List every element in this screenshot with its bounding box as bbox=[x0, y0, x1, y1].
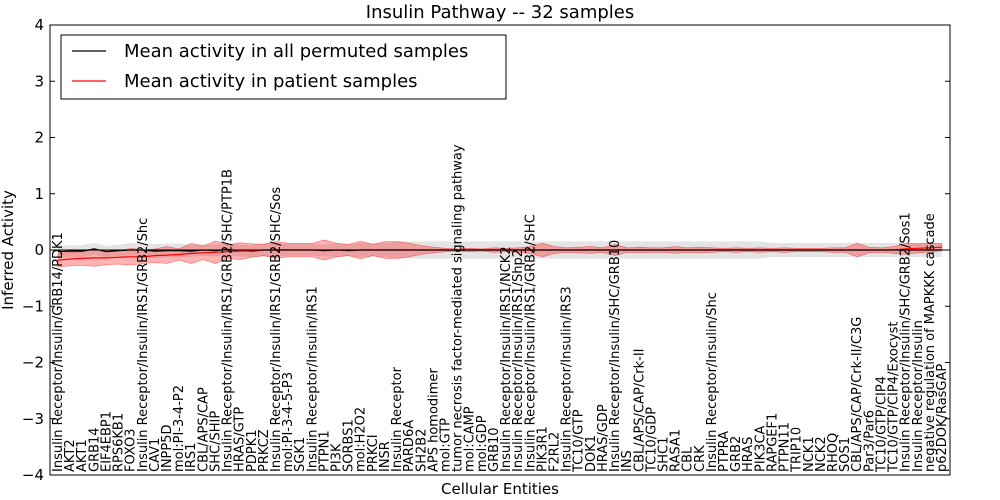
category-label: SOS1 bbox=[838, 437, 853, 472]
category-label: RHOQ bbox=[826, 433, 841, 472]
category-label: RPS6KB1 bbox=[112, 413, 127, 472]
category-label: RAPGEF1 bbox=[766, 413, 781, 472]
category-label: CBL/APS/CAP/Crk-II/C3G bbox=[850, 317, 865, 472]
category-label: Insulin Receptor/Insulin/SHC/GRB2/Sos1 bbox=[899, 212, 914, 472]
category-label: mol:GDP bbox=[475, 415, 490, 472]
category-label: Insulin Receptor/Insulin/GRB14/PDK1 bbox=[51, 232, 66, 472]
category-label: Insulin Receptor/Insulin/IRS1/GRB2/SHC/P… bbox=[221, 169, 236, 472]
category-label: HRAS/GTP bbox=[233, 407, 248, 472]
category-label: Insulin Receptor bbox=[390, 366, 405, 472]
category-label: SH2B2 bbox=[414, 429, 429, 473]
category-label: PIK3CA bbox=[753, 425, 768, 472]
category-label: EIF4EBP1 bbox=[99, 411, 114, 472]
category-label: TC10/GTP/CIP4 bbox=[875, 376, 890, 473]
category-label: PARD6A bbox=[402, 420, 417, 472]
legend-box bbox=[60, 34, 507, 100]
category-label: HRAS/GDP bbox=[596, 404, 611, 472]
category-label: Insulin Receptor/Insulin/SHC/GRB10 bbox=[608, 240, 623, 472]
category-label: Insulin Receptor/Insulin/IRS1/NCK2 bbox=[499, 246, 514, 472]
category-label: Insulin Receptor/Insulin/IRS1 bbox=[305, 286, 320, 472]
category-label: p62DOK/RasGAP bbox=[935, 364, 950, 472]
category-label: Insulin Receptor/Insulin/IRS3 bbox=[560, 286, 575, 472]
category-label: TC10/GDP bbox=[644, 407, 659, 473]
legend-label-patient: Mean activity in patient samples bbox=[124, 71, 418, 92]
category-label: Insulin Receptor/Insulin/Shc bbox=[705, 292, 720, 472]
y-axis: −4 −3 −2 −1 0 1 2 3 4 bbox=[22, 16, 950, 484]
category-label: RASA1 bbox=[669, 429, 684, 472]
category-label: NCK1 bbox=[802, 436, 817, 472]
category-label: SORBS1 bbox=[342, 419, 357, 472]
category-label: mol:PI-3-4-5-P3 bbox=[281, 372, 296, 472]
category-label: SHC1 bbox=[657, 437, 672, 472]
category-label: PTPRA bbox=[717, 431, 732, 472]
category-label: NCK2 bbox=[814, 436, 829, 472]
y-tick-label: −3 bbox=[22, 410, 44, 428]
category-label: FOXO3 bbox=[124, 429, 139, 472]
x-axis-label: Cellular Entities bbox=[441, 480, 559, 498]
chart-title: Insulin Pathway -- 32 samples bbox=[366, 2, 634, 23]
category-label: TC10/GTP/CIP4/Exocyst bbox=[887, 321, 902, 473]
category-label: TRIP10 bbox=[790, 427, 805, 473]
category-label: Par3/Par6 bbox=[862, 410, 877, 472]
category-label: GRB10 bbox=[487, 427, 502, 472]
category-label: CBL bbox=[681, 446, 696, 472]
category-label: mol:CAMP bbox=[463, 406, 478, 472]
category-label: CBL/APS/CAP bbox=[196, 387, 211, 472]
y-tick-label: −4 bbox=[22, 466, 44, 484]
category-labels: Insulin Receptor/Insulin/GRB14/PDK1AKT2A… bbox=[51, 144, 950, 473]
category-label: INS bbox=[620, 450, 635, 472]
y-tick-label: 4 bbox=[34, 16, 44, 34]
category-label: HRAS bbox=[741, 437, 756, 472]
category-label: Insulin Receptor/Insulin bbox=[911, 320, 926, 472]
category-label: AKT1 bbox=[75, 439, 90, 472]
category-label: tumor necrosis factor-mediated signaling… bbox=[451, 144, 466, 472]
category-label: IRS1 bbox=[184, 443, 199, 472]
category-label: INSR bbox=[378, 441, 393, 472]
category-label: DOK1 bbox=[584, 435, 599, 472]
category-label: PI3K bbox=[330, 443, 345, 472]
category-label: F2RL2 bbox=[548, 432, 563, 472]
category-label: SGK1 bbox=[293, 437, 308, 472]
y-tick-label: −2 bbox=[22, 354, 44, 372]
y-tick-label: −1 bbox=[22, 297, 44, 315]
category-label: SHC/SHIP bbox=[208, 411, 223, 472]
legend-label-permuted: Mean activity in all permuted samples bbox=[124, 41, 468, 62]
category-label: mol:GTP bbox=[439, 418, 454, 472]
y-tick-label: 3 bbox=[34, 72, 44, 90]
y-tick-label: 0 bbox=[34, 241, 44, 259]
category-label: GRB2 bbox=[729, 436, 744, 472]
category-label: CBL/APS/CAP/Crk-II bbox=[632, 349, 647, 472]
category-label: INPP5D bbox=[160, 424, 175, 472]
category-label: PDPK1 bbox=[245, 430, 260, 473]
category-label: PRKCZ bbox=[257, 429, 272, 472]
category-label: mol:H2O2 bbox=[354, 407, 369, 472]
category-label: Insulin Receptor/Insulin/IRS1/GRB2/SHC/S… bbox=[269, 187, 284, 472]
category-label: negative regulation of MAPKKK cascade bbox=[923, 213, 938, 472]
category-label: CAV1 bbox=[148, 438, 163, 472]
category-label: Insulin Receptor/Insulin/IRS1/GRB2/SHC bbox=[523, 214, 538, 472]
category-label: APS homodimer bbox=[426, 368, 441, 472]
category-label: Insulin Receptor/Insulin/IRS1/Shp2 bbox=[511, 249, 526, 472]
legend: Mean activity in all permuted samples Me… bbox=[60, 34, 507, 100]
y-tick-label: 1 bbox=[34, 185, 44, 203]
category-label: CRK bbox=[693, 445, 708, 472]
y-tick-label: 2 bbox=[34, 129, 44, 147]
category-label: PRKCI bbox=[366, 434, 381, 472]
category-label: Insulin Receptor/Insulin/IRS1/GRB2/Shc bbox=[136, 218, 151, 472]
category-label: TC10/GTP bbox=[572, 409, 587, 473]
category-label: GRB14 bbox=[87, 427, 102, 472]
y-axis-label: Inferred Activity bbox=[0, 190, 17, 310]
category-label: mol:PI-3-4-P2 bbox=[172, 385, 187, 472]
category-label: AKT2 bbox=[63, 439, 78, 472]
category-label: PTPN1 bbox=[317, 430, 332, 472]
category-label: PIK3R1 bbox=[535, 426, 550, 472]
category-label: PTPN11 bbox=[778, 422, 793, 472]
